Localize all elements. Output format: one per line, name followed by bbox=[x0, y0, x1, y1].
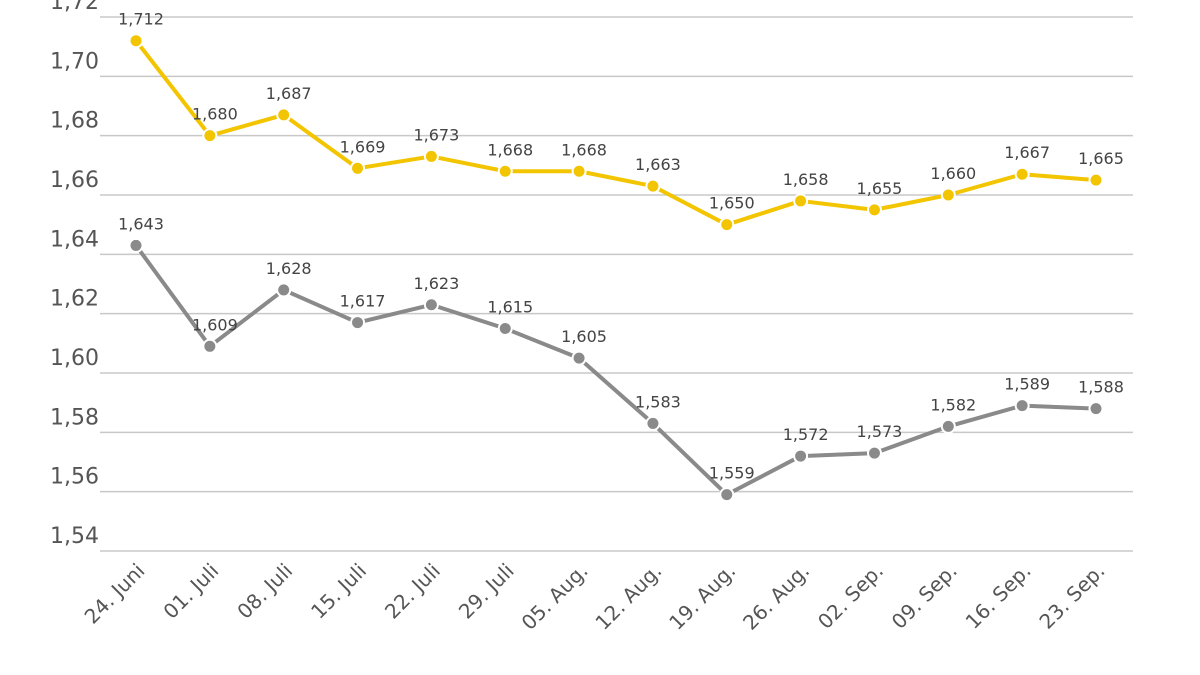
data-point-gray bbox=[423, 297, 439, 313]
x-tick-label: 02. Sep. bbox=[813, 559, 888, 634]
data-point-gray bbox=[350, 315, 366, 331]
y-tick-label: 1,54 bbox=[50, 524, 99, 549]
data-point-yellow bbox=[202, 128, 218, 144]
y-tick-label: 1,68 bbox=[50, 109, 99, 134]
x-tick-label: 09. Sep. bbox=[887, 559, 962, 634]
y-tick-label: 1,58 bbox=[50, 405, 99, 430]
data-labels: 1,712 1,680 1,687 1,669 1,673 1,668 1,668 1,663… bbox=[118, 10, 1124, 483]
x-tick-label: 12. Aug. bbox=[590, 559, 666, 635]
y-tick-label: 1,70 bbox=[50, 49, 99, 74]
data-point-gray bbox=[940, 418, 956, 434]
data-label-yellow: 1,687 bbox=[266, 84, 312, 103]
data-label-gray: 1,589 bbox=[1004, 375, 1050, 394]
data-point-gray bbox=[1088, 401, 1104, 417]
y-tick-label: 1,64 bbox=[50, 227, 99, 252]
y-tick-label: 1,72 bbox=[50, 0, 99, 15]
y-axis-ticks: 1,54 1,56 1,58 1,60 1,62 1,64 1,66 1,68 1,70 1,72 bbox=[50, 0, 99, 549]
data-label-yellow: 1,658 bbox=[783, 170, 829, 189]
data-label-yellow: 1,668 bbox=[561, 140, 607, 159]
data-label-yellow: 1,650 bbox=[709, 194, 755, 213]
data-point-gray bbox=[1014, 398, 1030, 414]
data-point-gray bbox=[128, 237, 144, 253]
data-point-yellow bbox=[276, 107, 292, 123]
x-tick-label: 26. Aug. bbox=[738, 559, 814, 635]
data-label-gray: 1,583 bbox=[635, 392, 681, 411]
data-point-yellow bbox=[128, 33, 144, 49]
data-point-yellow bbox=[350, 160, 366, 176]
x-tick-label: 29. Juli bbox=[454, 559, 519, 624]
data-label-gray: 1,605 bbox=[561, 327, 607, 346]
data-point-yellow bbox=[719, 217, 735, 233]
data-label-gray: 1,582 bbox=[930, 395, 976, 414]
data-label-gray: 1,615 bbox=[487, 298, 533, 317]
x-tick-label: 16. Sep. bbox=[961, 559, 1036, 634]
data-label-yellow: 1,660 bbox=[930, 164, 976, 183]
data-label-yellow: 1,673 bbox=[413, 125, 459, 144]
data-label-gray: 1,643 bbox=[118, 214, 164, 233]
y-tick-label: 1,60 bbox=[50, 346, 99, 371]
x-tick-label: 08. Juli bbox=[232, 559, 297, 624]
data-label-gray: 1,617 bbox=[340, 292, 386, 311]
y-tick-label: 1,66 bbox=[50, 168, 99, 193]
data-point-yellow bbox=[1088, 172, 1104, 188]
data-point-yellow bbox=[866, 202, 882, 218]
data-point-gray bbox=[276, 282, 292, 298]
data-label-gray: 1,559 bbox=[709, 464, 755, 483]
data-label-gray: 1,609 bbox=[192, 315, 238, 334]
y-tick-label: 1,62 bbox=[50, 287, 99, 312]
data-point-gray bbox=[793, 448, 809, 464]
data-label-yellow: 1,669 bbox=[340, 137, 386, 156]
x-tick-label: 05. Aug. bbox=[517, 559, 593, 635]
data-point-yellow bbox=[497, 163, 513, 179]
series-layer bbox=[128, 33, 1104, 503]
data-label-yellow: 1,663 bbox=[635, 155, 681, 174]
data-label-gray: 1,628 bbox=[266, 259, 312, 278]
x-tick-label: 15. Juli bbox=[306, 559, 371, 624]
series-line-gray bbox=[134, 243, 1098, 497]
x-tick-label: 23. Sep. bbox=[1034, 559, 1109, 634]
data-point-gray bbox=[719, 487, 735, 503]
x-tick-label: 22. Juli bbox=[380, 559, 445, 624]
data-point-gray bbox=[497, 321, 513, 336]
data-point-gray bbox=[866, 445, 882, 461]
data-point-yellow bbox=[1014, 166, 1030, 182]
data-point-yellow bbox=[423, 148, 439, 164]
data-label-yellow: 1,665 bbox=[1078, 149, 1124, 168]
data-label-gray: 1,623 bbox=[413, 274, 459, 293]
data-label-gray: 1,588 bbox=[1078, 378, 1124, 397]
x-tick-label: 24. Juni bbox=[80, 559, 150, 629]
data-point-yellow bbox=[645, 178, 661, 194]
data-label-yellow: 1,655 bbox=[857, 179, 903, 198]
x-tick-label: 01. Juli bbox=[158, 559, 223, 624]
data-point-gray bbox=[202, 338, 218, 354]
data-point-yellow bbox=[571, 163, 587, 179]
grid-lines bbox=[100, 16, 1133, 552]
series-line-yellow bbox=[134, 38, 1098, 227]
data-point-yellow bbox=[793, 193, 809, 209]
data-point-yellow bbox=[940, 187, 956, 203]
y-tick-label: 1,56 bbox=[50, 465, 99, 490]
data-label-gray: 1,572 bbox=[783, 425, 829, 444]
data-point-gray bbox=[645, 415, 661, 431]
data-point-gray bbox=[571, 350, 587, 366]
data-label-yellow: 1,712 bbox=[118, 10, 164, 29]
data-label-yellow: 1,668 bbox=[487, 140, 533, 159]
x-axis-ticks: 24. Juni 01. Juli 08. Juli 15. Juli 22. Juli… bbox=[80, 559, 1110, 635]
data-label-gray: 1,573 bbox=[857, 422, 903, 441]
x-tick-label: 19. Aug. bbox=[664, 559, 740, 635]
data-label-yellow: 1,680 bbox=[192, 105, 238, 124]
data-label-yellow: 1,667 bbox=[1004, 143, 1050, 162]
